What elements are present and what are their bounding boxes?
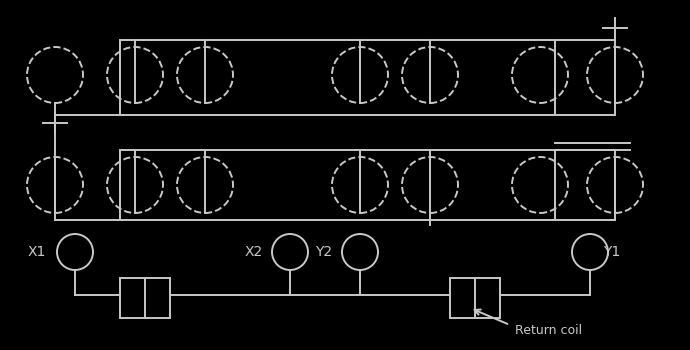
Bar — [120, 278, 170, 318]
Text: X2: X2 — [245, 245, 263, 259]
Bar — [120, 150, 555, 220]
Text: Y2: Y2 — [315, 245, 333, 259]
Bar — [450, 278, 500, 318]
Text: Y1: Y1 — [603, 245, 620, 259]
Bar — [120, 40, 555, 115]
Text: Return coil: Return coil — [515, 323, 582, 336]
Text: X1: X1 — [28, 245, 46, 259]
